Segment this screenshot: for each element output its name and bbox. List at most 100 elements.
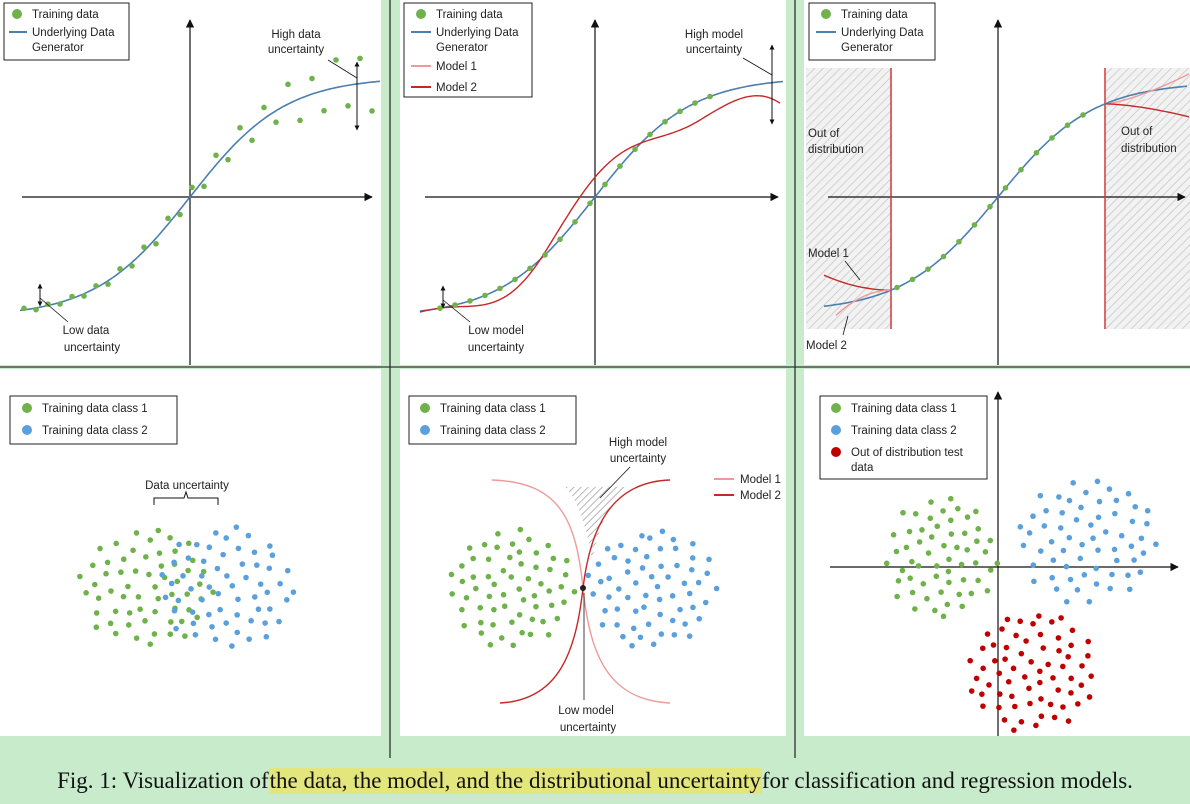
- p6-ood-point: [1065, 653, 1071, 660]
- p6-class2-point: [1066, 497, 1073, 504]
- p5-legend-class1-icon: [420, 403, 430, 413]
- p6-class2-point: [1137, 569, 1144, 576]
- p5-class2-point: [639, 533, 645, 539]
- p1-training-point: [225, 156, 231, 163]
- p6-class2-point: [1037, 492, 1044, 499]
- p6-ood-point: [1027, 700, 1033, 707]
- p5-class1-point: [546, 588, 552, 594]
- p6-class2-point: [1081, 572, 1088, 578]
- p1-training-point: [81, 293, 87, 299]
- svg-text:Generator: Generator: [32, 42, 84, 54]
- p4-class2-point: [185, 555, 192, 561]
- p5-class1-point: [564, 557, 570, 564]
- p5-class1-point: [540, 618, 546, 625]
- p2-high-model-label-2: uncertainty: [686, 44, 743, 56]
- p6-class2-point: [1056, 494, 1062, 500]
- p5-class2-point: [645, 621, 652, 628]
- p6-class2-point: [1037, 548, 1044, 554]
- p1-training-point: [237, 124, 243, 131]
- p6-legend-class1-icon: [831, 403, 841, 413]
- p6-class1-point: [954, 544, 960, 551]
- p4-class2-point: [214, 565, 221, 572]
- p6-class1-point: [899, 567, 906, 574]
- p5-class2-point: [686, 633, 693, 639]
- p5-class1-point: [571, 588, 578, 595]
- p4-class2-point: [284, 567, 291, 574]
- p6-class2-point: [1067, 576, 1074, 583]
- p6-class1-point: [956, 591, 963, 598]
- p6-class1-point: [912, 606, 918, 612]
- panel-6-content: Training data class 1 Training data clas…: [819, 391, 1179, 736]
- p6-class2-point: [1063, 563, 1070, 570]
- svg-text:Generator: Generator: [841, 42, 893, 54]
- p3-model1-right: [1104, 73, 1190, 105]
- p5-class2-point: [632, 546, 639, 553]
- p4-class1-point: [189, 557, 196, 564]
- p6-ood-point: [968, 688, 975, 694]
- p1-training-point: [69, 293, 75, 300]
- p6-class1-point: [924, 595, 930, 602]
- p5-class2-point: [629, 642, 635, 649]
- p4-class1-point: [169, 591, 175, 598]
- p6-class1-point: [984, 587, 991, 594]
- p5-class1-point: [466, 545, 473, 551]
- p6-class2-point: [1113, 497, 1120, 504]
- p2-high-model-label: High model: [685, 29, 743, 41]
- p3-ood-region-left: [806, 68, 892, 329]
- p6-class2-point: [1049, 574, 1055, 581]
- p4-class2-point: [220, 551, 226, 558]
- p4-class2-point: [266, 565, 273, 572]
- p6-ood-point: [1085, 653, 1091, 659]
- p4-class2-point: [248, 617, 254, 624]
- p4-class1-point: [118, 569, 124, 576]
- p4-class1-point: [147, 641, 154, 647]
- p1-training-point: [333, 57, 339, 63]
- p6-class2-point: [1093, 581, 1100, 587]
- p2-legend-dot-icon: [416, 9, 426, 19]
- p4-class2-point: [209, 623, 215, 630]
- p4-class2-point: [162, 594, 169, 601]
- p6-ood-point: [1021, 674, 1028, 680]
- p2-training-point: [437, 305, 443, 311]
- p4-class2-point: [176, 541, 182, 548]
- p1-high-uncertainty-leader: [327, 59, 358, 79]
- p1-legend-dot-icon: [12, 9, 22, 19]
- p6-ood-point: [1009, 693, 1015, 700]
- p4-class2-point: [193, 541, 200, 548]
- p4-class2-point: [263, 633, 270, 640]
- p6-class2-point: [1125, 572, 1131, 579]
- svg-text:Training data: Training data: [841, 9, 908, 21]
- p5-class1-point: [498, 635, 505, 641]
- p4-class1-point: [158, 563, 165, 569]
- p1-training-point: [93, 283, 99, 289]
- p5-class2-point: [669, 617, 676, 624]
- p2-training-point: [497, 285, 503, 292]
- p4-class2-point: [267, 543, 273, 549]
- p5-class1-point: [461, 622, 467, 629]
- p5-class1-point: [501, 603, 508, 610]
- p3-ood-region-right: [1105, 68, 1190, 329]
- p6-legend-class2-icon: [831, 425, 841, 435]
- svg-text:Model 1: Model 1: [436, 61, 477, 73]
- svg-text:Training data class 2: Training data class 2: [440, 425, 546, 437]
- p5-class1-point: [486, 593, 493, 600]
- p4-class1-point: [152, 584, 158, 590]
- p5-class2-point: [674, 562, 680, 569]
- panel-5-content: High model uncertainty Low model uncerta…: [408, 395, 781, 734]
- p3-model1-left: [823, 274, 890, 291]
- p6-ood-point: [1003, 644, 1010, 651]
- p6-class2-point: [1070, 480, 1076, 486]
- svg-text:Model 1: Model 1: [740, 474, 781, 486]
- p5-class2-point: [657, 545, 664, 552]
- p5-class2-point: [643, 553, 650, 560]
- p1-high-data-label: High data: [271, 29, 321, 41]
- p5-class1-point: [509, 541, 516, 547]
- p6-class1-point: [933, 573, 940, 580]
- p6-ood-point: [1051, 714, 1058, 721]
- p6-ood-point: [996, 691, 1003, 697]
- p2-training-point: [677, 108, 683, 115]
- p6-ood-point: [1018, 650, 1025, 657]
- svg-text:Training data class 1: Training data class 1: [851, 403, 957, 415]
- p4-class1-point: [95, 595, 102, 602]
- p4-class1-point: [126, 622, 132, 628]
